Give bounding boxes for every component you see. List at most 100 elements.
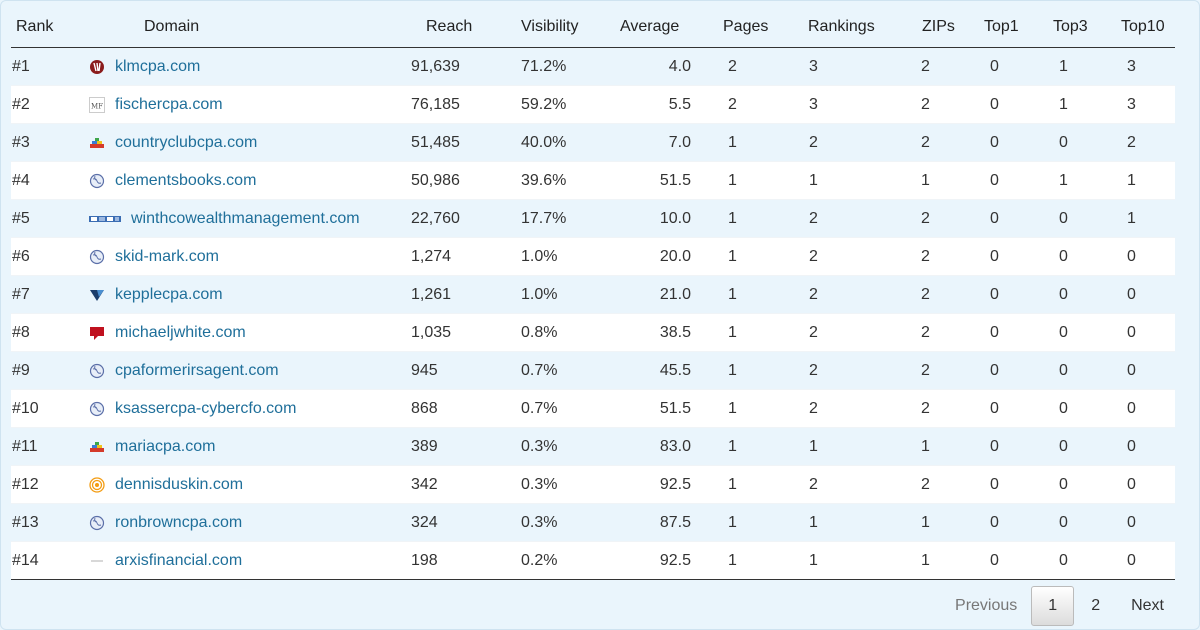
cell-zips: 2 bbox=[915, 389, 983, 428]
cell-rankings: 1 bbox=[803, 503, 915, 542]
cell-pages: 1 bbox=[719, 161, 803, 200]
header-reach[interactable]: Reach bbox=[411, 7, 515, 48]
domain-link[interactable]: countryclubcpa.com bbox=[115, 133, 258, 151]
cell-rank: #12 bbox=[11, 465, 89, 504]
domain-link[interactable]: fischercpa.com bbox=[115, 95, 223, 113]
table-row: #12 dennisduskin.com 342 0.3% 92.5 1 2 2 0 0 0 bbox=[11, 465, 1175, 504]
cell-zips: 2 bbox=[915, 275, 983, 314]
cell-visibility: 0.7% bbox=[515, 389, 615, 428]
cell-domain: countryclubcpa.com bbox=[89, 123, 411, 162]
cell-top1: 0 bbox=[983, 389, 1051, 428]
cell-average: 92.5 bbox=[615, 541, 719, 580]
page-1-button[interactable]: 1 bbox=[1031, 586, 1075, 626]
cell-average: 10.0 bbox=[615, 199, 719, 238]
header-domain[interactable]: Domain bbox=[89, 7, 411, 48]
domain-link[interactable]: dennisduskin.com bbox=[115, 475, 244, 493]
header-top3[interactable]: Top3 bbox=[1051, 7, 1119, 48]
header-top1[interactable]: Top1 bbox=[983, 7, 1051, 48]
cell-rank: #1 bbox=[11, 47, 89, 86]
domain-link[interactable]: mariacpa.com bbox=[115, 437, 216, 455]
domain-link[interactable]: skid-mark.com bbox=[115, 247, 220, 265]
cell-visibility: 0.7% bbox=[515, 351, 615, 390]
cell-visibility: 0.8% bbox=[515, 313, 615, 352]
cell-rankings: 1 bbox=[803, 427, 915, 466]
cell-reach: 1,035 bbox=[411, 313, 515, 352]
table-row: #14 arxisfinancial.com 198 0.2% 92.5 1 1 1 0 0 0 bbox=[11, 541, 1175, 580]
header-rank[interactable]: Rank bbox=[11, 7, 89, 48]
domain-link[interactable]: ronbrowncpa.com bbox=[115, 513, 243, 531]
cell-pages: 1 bbox=[719, 275, 803, 314]
cell-top3: 1 bbox=[1051, 161, 1119, 200]
cell-rankings: 2 bbox=[803, 389, 915, 428]
cell-pages: 1 bbox=[719, 199, 803, 238]
globe-icon bbox=[89, 515, 105, 531]
header-average[interactable]: Average bbox=[615, 7, 719, 48]
cell-domain: cpaformerirsagent.com bbox=[89, 351, 411, 390]
table-row: #8 michaeljwhite.com 1,035 0.8% 38.5 1 2 2 0 0 0 bbox=[11, 313, 1175, 352]
cell-reach: 22,760 bbox=[411, 199, 515, 238]
cell-zips: 2 bbox=[915, 313, 983, 352]
header-zips[interactable]: ZIPs bbox=[915, 7, 983, 48]
cell-top10: 3 bbox=[1119, 47, 1175, 86]
cell-pages: 1 bbox=[719, 427, 803, 466]
cell-domain: skid-mark.com bbox=[89, 237, 411, 276]
cell-top1: 0 bbox=[983, 47, 1051, 86]
cell-reach: 945 bbox=[411, 351, 515, 390]
table-row: #7 kepplecpa.com 1,261 1.0% 21.0 1 2 2 0 0 0 bbox=[11, 275, 1175, 314]
cell-top10: 2 bbox=[1119, 123, 1175, 162]
cell-rank: #6 bbox=[11, 237, 89, 276]
cell-rank: #4 bbox=[11, 161, 89, 200]
domain-link[interactable]: klmcpa.com bbox=[115, 57, 201, 75]
cell-reach: 868 bbox=[411, 389, 515, 428]
domain-link[interactable]: clementsbooks.com bbox=[115, 171, 257, 189]
cell-pages: 1 bbox=[719, 503, 803, 542]
cell-top10: 0 bbox=[1119, 351, 1175, 390]
cell-rankings: 2 bbox=[803, 199, 915, 238]
domain-link[interactable]: arxisfinancial.com bbox=[115, 551, 243, 569]
cell-top3: 0 bbox=[1051, 427, 1119, 466]
cell-top10: 3 bbox=[1119, 85, 1175, 124]
table-row: #13 ronbrowncpa.com 324 0.3% 87.5 1 1 1 0 0 0 bbox=[11, 503, 1175, 542]
cell-top10: 0 bbox=[1119, 503, 1175, 542]
cell-domain: ronbrowncpa.com bbox=[89, 503, 411, 542]
cell-visibility: 40.0% bbox=[515, 123, 615, 162]
cell-top1: 0 bbox=[983, 123, 1051, 162]
domain-link[interactable]: cpaformerirsagent.com bbox=[115, 361, 279, 379]
previous-page-button[interactable]: Previous bbox=[955, 597, 1018, 614]
cell-domain: clementsbooks.com bbox=[89, 161, 411, 200]
domain-link[interactable]: kepplecpa.com bbox=[115, 285, 223, 303]
header-rankings[interactable]: Rankings bbox=[803, 7, 915, 48]
cell-top3: 0 bbox=[1051, 313, 1119, 352]
cell-reach: 389 bbox=[411, 427, 515, 466]
cell-domain: winthcowealthmanagement.com bbox=[89, 199, 411, 238]
cell-top10: 1 bbox=[1119, 161, 1175, 200]
cell-zips: 1 bbox=[915, 503, 983, 542]
winthco-logo-icon bbox=[89, 211, 121, 227]
cell-visibility: 1.0% bbox=[515, 237, 615, 276]
pagination: Previous 1 2 Next bbox=[941, 586, 1178, 626]
cell-pages: 2 bbox=[719, 85, 803, 124]
cell-rankings: 2 bbox=[803, 275, 915, 314]
cell-top3: 0 bbox=[1051, 275, 1119, 314]
domain-link[interactable]: michaeljwhite.com bbox=[115, 323, 246, 341]
cell-rank: #5 bbox=[11, 199, 89, 238]
header-top10[interactable]: Top10 bbox=[1119, 7, 1175, 48]
cell-pages: 1 bbox=[719, 123, 803, 162]
cell-average: 92.5 bbox=[615, 465, 719, 504]
page-2-button[interactable]: 2 bbox=[1091, 597, 1101, 614]
next-page-button[interactable]: Next bbox=[1131, 597, 1164, 614]
cell-visibility: 59.2% bbox=[515, 85, 615, 124]
cell-visibility: 1.0% bbox=[515, 275, 615, 314]
cell-rank: #3 bbox=[11, 123, 89, 162]
table-row: #6 skid-mark.com 1,274 1.0% 20.0 1 2 2 0 0 0 bbox=[11, 237, 1175, 276]
table-row: #9 cpaformerirsagent.com 945 0.7% 45.5 1 2 2 0 0 0 bbox=[11, 351, 1175, 390]
cell-average: 83.0 bbox=[615, 427, 719, 466]
header-pages[interactable]: Pages bbox=[719, 7, 803, 48]
domain-link[interactable]: winthcowealthmanagement.com bbox=[131, 209, 360, 227]
cell-top3: 0 bbox=[1051, 237, 1119, 276]
domain-link[interactable]: ksassercpa-cybercfo.com bbox=[115, 399, 297, 417]
cell-zips: 2 bbox=[915, 465, 983, 504]
cell-zips: 2 bbox=[915, 351, 983, 390]
header-visibility[interactable]: Visibility bbox=[515, 7, 615, 48]
cell-reach: 198 bbox=[411, 541, 515, 580]
